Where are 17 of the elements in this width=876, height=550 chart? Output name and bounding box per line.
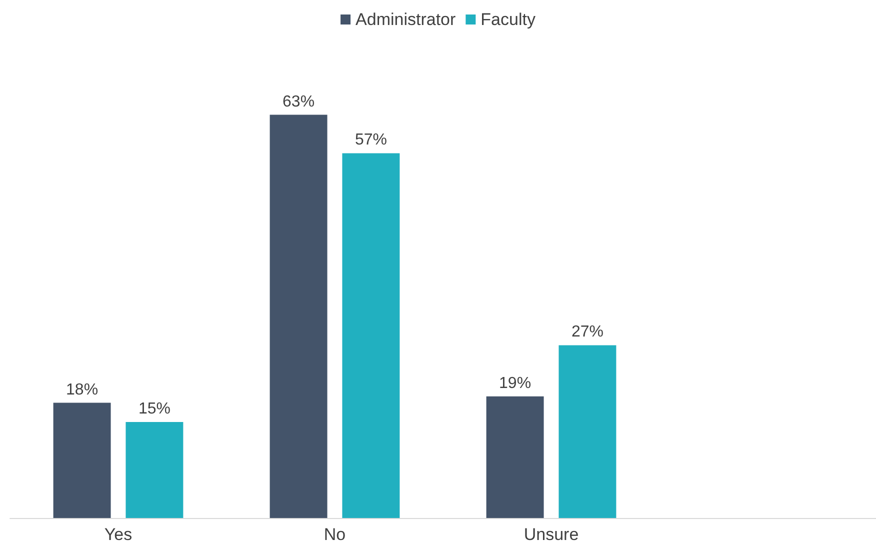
legend-label: Administrator (356, 10, 456, 29)
bar (558, 345, 616, 518)
data-label: 63% (282, 93, 315, 110)
bar (53, 402, 111, 518)
data-label: 27% (571, 324, 604, 341)
data-label: 15% (138, 400, 170, 418)
bar (270, 114, 328, 518)
data-label: 18% (66, 381, 98, 398)
bar (342, 153, 400, 518)
legend-label: Faculty (480, 10, 536, 29)
data-label: 57% (354, 132, 387, 149)
bar (126, 422, 184, 518)
data-label: 19% (499, 374, 532, 392)
x-tick-label: Unsure (524, 525, 579, 544)
x-tick-label: Yes (104, 525, 132, 544)
bar (486, 396, 544, 518)
x-tick-label: No (324, 525, 346, 544)
